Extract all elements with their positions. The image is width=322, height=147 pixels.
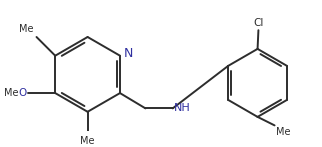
Text: Me: Me [80,136,95,146]
Text: Cl: Cl [253,18,264,28]
Text: N: N [123,47,133,61]
Text: Me: Me [276,127,291,137]
Text: Me: Me [4,88,19,98]
Text: O: O [18,88,26,98]
Text: NH: NH [174,103,190,113]
Text: Me: Me [19,24,34,34]
